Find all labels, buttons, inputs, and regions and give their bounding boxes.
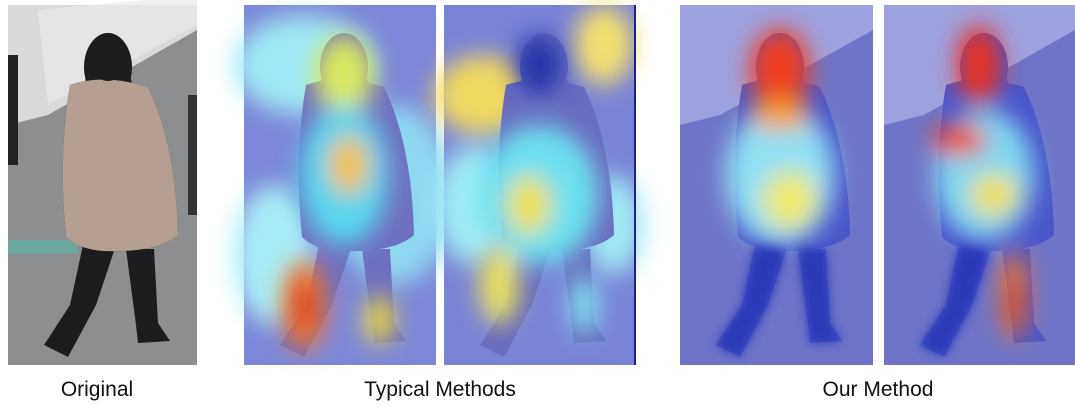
original-panel	[8, 0, 197, 365]
caption: Typical Methods	[364, 378, 516, 401]
caption: Original	[61, 378, 133, 401]
page: Original Typical Methods Our Method (() …	[0, 0, 1075, 410]
caption: Our Method	[823, 378, 934, 401]
heatmap-panel	[884, 5, 1075, 365]
heatmap-panel	[434, 5, 644, 365]
figure: Original Typical Methods Our Method	[0, 0, 1075, 410]
heatmap-panel	[234, 5, 454, 365]
heatmap-panel	[680, 5, 873, 365]
